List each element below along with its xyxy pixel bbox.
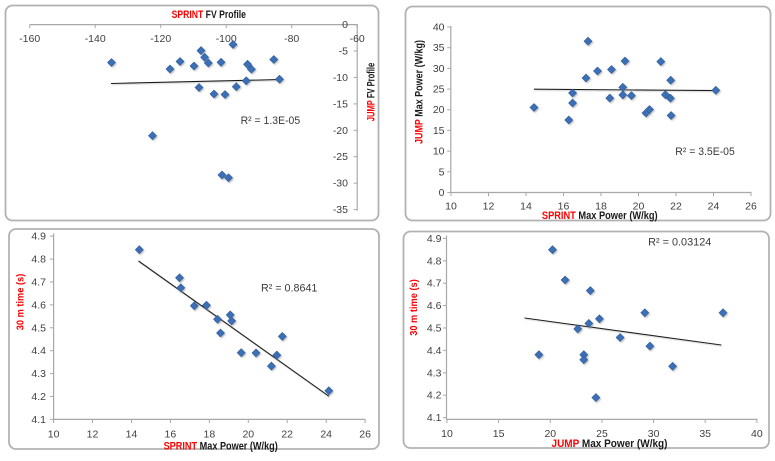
svg-text:0: 0 [342,19,348,31]
svg-text:26: 26 [745,201,757,213]
svg-text:R² = 0.03124: R² = 0.03124 [648,236,711,248]
svg-text:12: 12 [483,201,495,213]
svg-text:SPRINT Max Power (W/kg): SPRINT Max Power (W/kg) [542,210,658,222]
svg-text:4.7: 4.7 [427,278,442,290]
svg-text:JUMP Max Power (W/kg): JUMP Max Power (W/kg) [414,40,426,144]
svg-text:JUMP Max Power (W/kg): JUMP Max Power (W/kg) [552,438,668,450]
svg-text:5: 5 [439,166,445,178]
svg-text:4.8: 4.8 [31,254,46,266]
svg-text:4.3: 4.3 [427,367,442,379]
svg-text:SPRINT FV Profile: SPRINT FV Profile [172,9,246,21]
svg-text:-80: -80 [284,33,299,45]
svg-text:10: 10 [445,201,457,213]
svg-text:25: 25 [596,428,608,440]
svg-text:-160: -160 [19,33,40,45]
svg-text:10: 10 [433,146,445,158]
svg-text:26: 26 [359,428,371,440]
svg-text:0: 0 [439,187,445,199]
svg-text:-5: -5 [339,46,348,58]
svg-text:10: 10 [48,428,60,440]
svg-text:15: 15 [433,125,445,137]
svg-text:4.9: 4.9 [31,231,46,243]
svg-text:25: 25 [433,84,445,96]
svg-text:4.1: 4.1 [427,412,442,424]
svg-text:4.1: 4.1 [31,414,46,426]
svg-text:-120: -120 [150,33,171,45]
svg-text:4.8: 4.8 [427,255,442,267]
svg-text:35: 35 [699,428,711,440]
svg-text:30 m time (s): 30 m time (s) [408,279,420,336]
svg-text:4.5: 4.5 [31,322,46,334]
svg-text:R² = 3.5E-05: R² = 3.5E-05 [675,146,735,158]
svg-text:JUMP FV Profile: JUMP FV Profile [366,63,378,122]
svg-text:10: 10 [441,428,453,440]
svg-text:30 m time (s): 30 m time (s) [15,274,27,331]
svg-text:20: 20 [544,428,556,440]
svg-text:-15: -15 [333,98,348,110]
svg-text:14: 14 [520,201,532,213]
svg-text:20: 20 [242,428,254,440]
svg-text:30: 30 [648,428,660,440]
svg-text:40: 40 [751,428,763,440]
svg-text:24: 24 [320,428,332,440]
svg-text:R² = 0.8641: R² = 0.8641 [261,282,317,294]
svg-text:4.3: 4.3 [31,368,46,380]
svg-text:4.6: 4.6 [31,299,46,311]
svg-text:4.4: 4.4 [31,345,46,357]
svg-text:4.2: 4.2 [427,390,442,402]
svg-text:4.4: 4.4 [427,345,442,357]
svg-text:-20: -20 [333,125,348,137]
svg-text:18: 18 [595,201,607,213]
svg-text:20: 20 [633,201,645,213]
svg-text:22: 22 [670,201,682,213]
svg-text:24: 24 [708,201,720,213]
svg-text:SPRINT Max Power (W/kg): SPRINT Max Power (W/kg) [164,441,278,453]
svg-text:22: 22 [281,428,293,440]
svg-text:14: 14 [126,428,138,440]
svg-text:4.5: 4.5 [427,323,442,335]
svg-text:4.9: 4.9 [427,233,442,245]
svg-text:-140: -140 [85,33,106,45]
svg-text:35: 35 [433,42,445,54]
svg-text:R² = 1.3E-05: R² = 1.3E-05 [241,115,301,127]
svg-text:15: 15 [493,428,505,440]
svg-text:18: 18 [204,428,216,440]
svg-text:-60: -60 [350,33,365,45]
svg-text:12: 12 [87,428,99,440]
svg-text:4.7: 4.7 [31,277,46,289]
svg-text:16: 16 [165,428,177,440]
svg-text:-30: -30 [333,178,348,190]
svg-text:40: 40 [433,22,445,34]
svg-text:16: 16 [558,201,570,213]
svg-text:-10: -10 [333,72,348,84]
svg-text:-35: -35 [333,204,348,216]
svg-text:4.6: 4.6 [427,300,442,312]
svg-text:4.2: 4.2 [31,391,46,403]
svg-text:-25: -25 [333,151,348,163]
svg-text:30: 30 [433,63,445,75]
svg-text:20: 20 [433,104,445,116]
